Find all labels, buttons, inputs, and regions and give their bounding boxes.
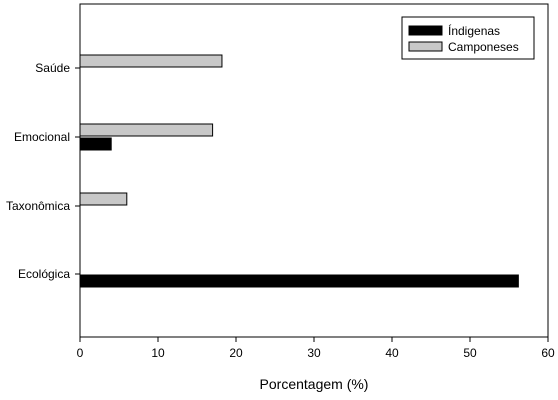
legend-box [401,16,535,60]
x-tick-label: 20 [229,346,243,360]
bar-camponeses [79,54,223,68]
bar-camponeses [79,192,128,206]
y-axis-categories: Saúde Emocional Taxonômica Ecológica [6,61,80,281]
x-tick-label: 50 [463,346,477,360]
y-category-label: Taxonômica [6,199,70,213]
bars-group [79,54,519,288]
x-tick-label: 40 [385,346,399,360]
x-tick-label: 60 [541,346,555,360]
legend-label-indigenas: Índigenas [448,23,500,38]
x-tick-label: 30 [307,346,321,360]
bar-indigenas [79,274,519,288]
x-axis-title: Porcentagem (%) [260,376,369,392]
y-category-label: Saúde [35,61,70,75]
bar-camponeses [79,123,214,137]
legend-swatch-camponeses [408,41,443,52]
x-tick-label: 10 [151,346,165,360]
y-category-label: Emocional [14,130,70,144]
bar-indigenas [79,137,112,151]
y-category-label: Ecológica [18,267,70,281]
legend-label-camponeses: Camponeses [448,40,519,54]
x-axis-ticks: 0 10 20 30 40 50 60 [77,337,555,360]
legend-swatch-indigenas [408,25,443,36]
x-tick-label: 0 [77,346,84,360]
legend: Índigenas Camponeses [401,16,535,60]
